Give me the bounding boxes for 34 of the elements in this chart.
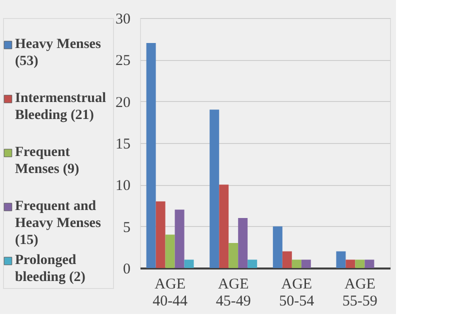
- y-tick-label: 0: [123, 262, 130, 278]
- x-tick-label: AGE 45-49: [216, 276, 251, 310]
- bar: [165, 234, 175, 268]
- y-tick-label: 5: [123, 220, 130, 236]
- legend-label: Frequent and Heavy Menses (15): [15, 199, 102, 248]
- bar: [364, 260, 374, 268]
- x-tick-label: AGE 50-54: [279, 276, 315, 310]
- bar: [282, 251, 292, 268]
- bar: [248, 260, 258, 268]
- bar: [219, 184, 229, 268]
- x-tick-label: AGE 40-44: [152, 276, 188, 310]
- y-tick-label: 10: [116, 178, 130, 194]
- y-tick-label: 25: [116, 53, 130, 70]
- bar: [292, 260, 302, 268]
- y-tick-label: 20: [116, 94, 130, 111]
- bar: [184, 260, 194, 268]
- legend-label: Heavy Menses (53): [15, 37, 102, 69]
- y-tick-label: 30: [116, 12, 130, 28]
- bar: [156, 201, 166, 268]
- bar: [346, 260, 356, 268]
- legend-label: Prolonged bleeding (2): [15, 253, 86, 285]
- legend-label: Intermenstrual Bleeding (21): [15, 91, 106, 123]
- bar: [228, 243, 238, 268]
- y-tick-label: 15: [116, 136, 130, 152]
- bar: [238, 218, 248, 268]
- bar: [174, 210, 184, 268]
- legend-label: Frequent Menses (9): [15, 145, 80, 177]
- bar: [301, 260, 311, 268]
- x-tick-label: AGE 55-59: [342, 276, 378, 310]
- bar: [146, 43, 156, 268]
- bar: [272, 226, 282, 268]
- bar: [210, 110, 220, 268]
- bar: [336, 251, 346, 268]
- bar: [355, 260, 365, 268]
